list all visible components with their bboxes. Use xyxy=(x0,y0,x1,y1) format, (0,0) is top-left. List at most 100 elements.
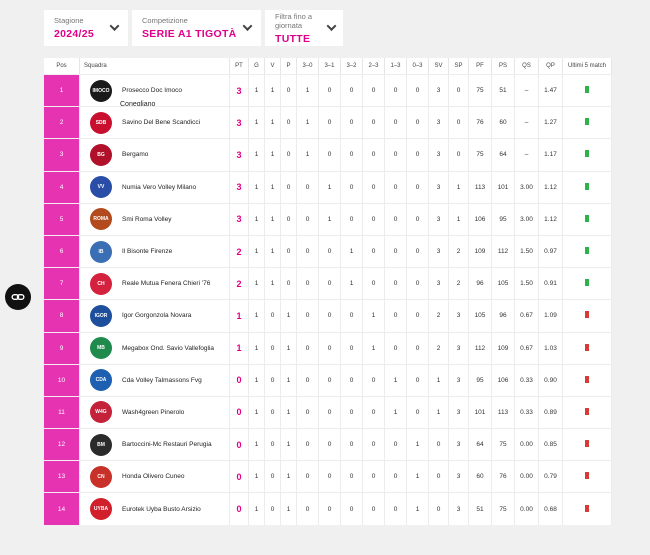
season-filter-label: Stagione xyxy=(54,16,84,25)
last-five-cell xyxy=(563,234,612,268)
table-row[interactable]: 9 MB Megabox Ond. Savio Vallefoglia 1 1 0 1 0 0 0… xyxy=(44,331,612,364)
table-row[interactable]: 2 SDB Savino Del Bene Scandicci 3 1 1 0 1 0 0 0 0 0 3… xyxy=(44,106,612,139)
column-header[interactable]: 3–1 xyxy=(319,58,341,74)
column-header[interactable]: 3–2 xyxy=(341,58,363,74)
team-name[interactable]: Megabox Ond. Savio Vallefoglia xyxy=(122,344,215,352)
stat-cell-sp: 0 xyxy=(449,138,469,171)
team-name[interactable]: Reale Mutua Fenera Chieri '76 xyxy=(122,280,211,288)
team-name[interactable]: Prosecco Doc Imoco xyxy=(122,87,182,95)
column-header[interactable]: PS xyxy=(492,58,515,74)
column-header[interactable]: 2–3 xyxy=(363,58,385,74)
column-header[interactable]: 1–3 xyxy=(385,58,407,74)
stat-cell-p: 0 xyxy=(281,170,297,203)
table-row[interactable]: 14 UYBA Eurotek Uyba Busto Arsizio 0 1 0 1 0 0 0 0… xyxy=(44,492,612,525)
team-cell[interactable]: CDA Cda Volley Talmassons Fvg xyxy=(80,363,230,396)
team-cell-inner: CDA Cda Volley Talmassons Fvg xyxy=(84,369,229,392)
team-name[interactable]: Bergamo xyxy=(122,151,149,159)
table-row[interactable]: 10 CDA Cda Volley Talmassons Fvg 0 1 0 1 0 0 0 0 1 0… xyxy=(44,363,612,396)
team-name[interactable]: Il Bisonte Firenze xyxy=(122,248,173,256)
stat-cell-v: 1 xyxy=(265,267,281,300)
team-cell[interactable]: ROMA Smi Roma Volley xyxy=(80,202,230,235)
stat-cell-l23: 1 xyxy=(363,331,385,364)
column-header[interactable]: SV xyxy=(429,58,449,74)
stat-cell-pt: 3 xyxy=(230,202,249,235)
stat-cell-p: 0 xyxy=(281,106,297,139)
competition-filter[interactable]: Competizione SERIE A1 TIGOTÀ xyxy=(132,10,261,46)
team-name[interactable]: Savino Del Bene Scandicci xyxy=(122,119,201,127)
stat-cell-g: 1 xyxy=(249,460,265,493)
stat-cell-l03: 0 xyxy=(407,267,429,300)
team-name[interactable]: Honda Olivero Cuneo xyxy=(122,473,185,481)
loss-marker-icon xyxy=(585,407,589,415)
stat-cell-v: 1 xyxy=(265,234,281,268)
stat-cell-p: 0 xyxy=(281,267,297,300)
stat-cell-w30: 0 xyxy=(297,331,319,364)
team-cell[interactable]: UYBA Eurotek Uyba Busto Arsizio xyxy=(80,492,230,525)
team-cell[interactable]: SDB Savino Del Bene Scandicci xyxy=(80,106,230,139)
team-cell[interactable]: VV Numia Vero Volley Milano xyxy=(80,170,230,203)
team-cell[interactable]: CH Reale Mutua Fenera Chieri '76 xyxy=(80,267,230,300)
column-header[interactable]: V xyxy=(265,58,281,74)
stat-cell-sv: 3 xyxy=(429,138,449,171)
column-header[interactable]: Ultimi 5 match xyxy=(563,58,612,74)
stat-cell-w31: 0 xyxy=(319,331,341,364)
team-cell[interactable]: IB Il Bisonte Firenze xyxy=(80,234,230,268)
team-name[interactable]: Smi Roma Volley xyxy=(122,215,172,223)
stat-cell-g: 1 xyxy=(249,395,265,429)
stat-cell-w31: 1 xyxy=(319,170,341,203)
link-button[interactable] xyxy=(5,284,31,310)
table-row[interactable]: 11 W4G Wash4green Pinerolo 0 1 0 1 0 0 0 0 1 0 1 3 101 1… xyxy=(44,395,612,429)
stat-cell-p: 0 xyxy=(281,138,297,171)
stat-cell-w31: 0 xyxy=(319,234,341,268)
team-cell[interactable]: IGOR Igor Gorgonzola Novara xyxy=(80,299,230,332)
last-five-cell xyxy=(563,395,612,429)
stat-cell-pt: 0 xyxy=(230,460,249,493)
table-row[interactable]: 5 ROMA Smi Roma Volley 3 1 1 0 0 1 0 0 0 0 3 1 106 95 3.0… xyxy=(44,202,612,235)
stat-cell-l03: 0 xyxy=(407,234,429,268)
team-cell[interactable]: BM Bartoccini-Mc Restauri Perugia xyxy=(80,428,230,461)
team-cell-inner: ROMA Smi Roma Volley xyxy=(84,208,229,231)
team-cell[interactable]: BG Bergamo xyxy=(80,138,230,171)
team-cell-inner: IGOR Igor Gorgonzola Novara xyxy=(84,304,229,327)
stat-cell-sp: 2 xyxy=(449,267,469,300)
stat-cell-pf: 112 xyxy=(469,331,492,364)
team-cell-inner: W4G Wash4green Pinerolo xyxy=(84,401,229,424)
team-cell[interactable]: MB Megabox Ond. Savio Vallefoglia xyxy=(80,331,230,364)
table-row[interactable]: 8 IGOR Igor Gorgonzola Novara 1 1 0 1 0 0 0 1 0 0 2 3 1… xyxy=(44,299,612,332)
column-header[interactable]: Squadra xyxy=(80,58,230,74)
stat-cell-qp: 0.90 xyxy=(539,363,563,396)
table-row[interactable]: 13 CN Honda Olivero Cuneo 0 1 0 1 0 0 0 0 0 1 0 3 60 76 0… xyxy=(44,460,612,493)
team-name[interactable]: Igor Gorgonzola Novara xyxy=(122,312,192,320)
team-name[interactable]: Wash4green Pinerolo xyxy=(122,408,185,416)
table-row[interactable]: 6 IB Il Bisonte Firenze 2 1 1 0 0 0 1 0 0 0 3 2 109 112 1… xyxy=(44,234,612,268)
table-row[interactable]: 1 IMOCO Prosecco Doc Imoco Conegliano 3 1 1 0 1 0… xyxy=(44,74,612,108)
team-name[interactable]: Bartoccini-Mc Restauri Perugia xyxy=(122,441,212,449)
matchday-filter[interactable]: Filtra fino a giornata TUTTE xyxy=(265,10,343,46)
team-cell[interactable]: IMOCO Prosecco Doc Imoco Conegliano xyxy=(80,74,230,108)
table-row[interactable]: 3 BG Bergamo 3 1 1 0 1 0 0 0 0 0 3 0 75 64–1.17 xyxy=(44,138,612,171)
column-header[interactable]: 0–3 xyxy=(407,58,429,74)
stat-cell-l23: 0 xyxy=(363,428,385,461)
stat-cell-l23: 0 xyxy=(363,363,385,396)
team-name[interactable]: Eurotek Uyba Busto Arsizio xyxy=(122,505,201,513)
team-cell[interactable]: W4G Wash4green Pinerolo xyxy=(80,395,230,429)
column-header[interactable]: PT xyxy=(230,58,249,74)
table-row[interactable]: 4 VV Numia Vero Volley Milano 3 1 1 0 0 1 0 0 0 0 3 1 1… xyxy=(44,170,612,203)
column-header[interactable]: P xyxy=(281,58,297,74)
team-cell-inner: MB Megabox Ond. Savio Vallefoglia xyxy=(84,337,229,360)
team-name[interactable]: Cda Volley Talmassons Fvg xyxy=(122,376,202,384)
table-row[interactable]: 12 BM Bartoccini-Mc Restauri Perugia 0 1 0 1 0 0… xyxy=(44,428,612,461)
column-header[interactable]: QP xyxy=(539,58,563,74)
season-filter[interactable]: Stagione 2024/25 xyxy=(44,10,128,46)
stat-cell-sp: 3 xyxy=(449,363,469,396)
team-name[interactable]: Numia Vero Volley Milano xyxy=(122,183,197,191)
team-cell[interactable]: CN Honda Olivero Cuneo xyxy=(80,460,230,493)
column-header[interactable]: PF xyxy=(469,58,492,74)
position-cell: 10 xyxy=(44,363,80,396)
column-header[interactable]: QS xyxy=(515,58,539,74)
column-header[interactable]: G xyxy=(249,58,265,74)
column-header[interactable]: 3–0 xyxy=(297,58,319,74)
table-row[interactable]: 7 CH Reale Mutua Fenera Chieri '76 2 1 1 0 0 0 1 0… xyxy=(44,267,612,300)
last-five-cell xyxy=(563,460,612,493)
column-header[interactable]: SP xyxy=(449,58,469,74)
